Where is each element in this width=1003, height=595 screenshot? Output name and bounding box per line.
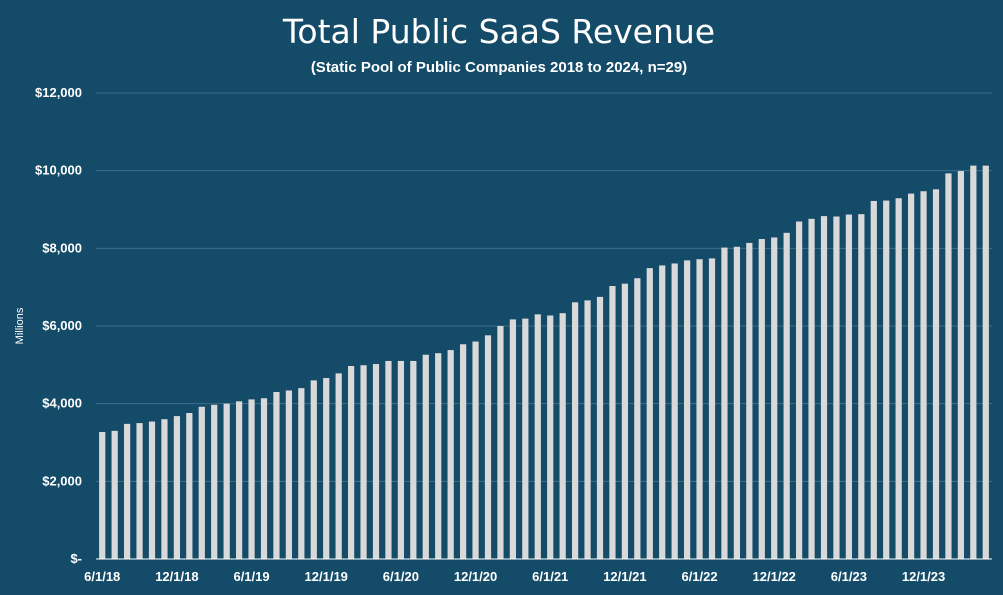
bar: [298, 388, 305, 559]
bar: [808, 218, 815, 559]
y-tick-label: $6,000: [42, 318, 82, 333]
y-tick-label: $4,000: [42, 396, 82, 411]
bar: [547, 315, 554, 559]
bar: [609, 286, 616, 559]
bar: [920, 191, 927, 559]
y-axis-ticks: $- $2,000 $4,000 $6,000 $8,000 $10,000 $12,000: [35, 85, 82, 566]
bar: [721, 247, 728, 559]
bar: [372, 364, 380, 559]
bar: [285, 390, 292, 559]
bar: [534, 314, 541, 559]
bar: [148, 421, 156, 559]
bar: [460, 344, 467, 559]
bar: [771, 237, 778, 559]
y-tick-label: $10,000: [35, 163, 82, 178]
bar: [982, 165, 989, 559]
bar: [186, 412, 193, 559]
bar: [435, 353, 442, 559]
bar: [360, 365, 367, 559]
bar: [248, 399, 255, 559]
bar: [484, 335, 492, 559]
x-tick-label: 6/1/18: [84, 569, 120, 584]
bar: [845, 214, 852, 559]
bar: [323, 378, 330, 559]
gridlines: [96, 92, 992, 482]
bar: [447, 350, 454, 559]
bar: [945, 173, 952, 559]
y-tick-label: $8,000: [42, 240, 82, 255]
bar: [932, 189, 940, 559]
bar: [236, 401, 243, 559]
y-axis-label: Millions: [14, 307, 26, 344]
bar: [211, 404, 218, 559]
bar: [908, 193, 915, 559]
x-tick-label: 12/1/21: [603, 569, 646, 584]
bar: [136, 423, 143, 559]
x-tick-label: 6/1/23: [831, 569, 867, 584]
bar: [497, 326, 504, 559]
bar: [708, 258, 716, 559]
chart-subtitle: (Static Pool of Public Companies 2018 to…: [311, 59, 687, 76]
bar: [758, 239, 765, 559]
bar: [584, 300, 591, 559]
bar: [671, 263, 678, 559]
bar: [559, 313, 566, 559]
bar: [596, 296, 604, 559]
bar: [522, 318, 529, 559]
bar: [820, 216, 828, 559]
bar: [870, 200, 877, 559]
bar: [348, 365, 355, 559]
x-tick-label: 6/1/22: [681, 569, 717, 584]
bar: [335, 373, 342, 559]
bar: [198, 406, 205, 559]
x-tick-label: 6/1/21: [532, 569, 568, 584]
bar: [273, 392, 280, 559]
bar: [99, 432, 106, 559]
x-tick-label: 12/1/18: [155, 569, 198, 584]
bar: [646, 268, 653, 559]
bar: [696, 259, 703, 559]
bar: [509, 319, 516, 559]
bar: [858, 214, 865, 559]
bar: [223, 403, 230, 559]
bar: [833, 216, 840, 560]
x-axis-ticks: 6/1/18 12/1/18 6/1/19 12/1/19 6/1/20 12/1/20 6…: [84, 569, 945, 584]
x-tick-label: 12/1/22: [753, 569, 796, 584]
bar: [659, 265, 666, 559]
bar: [684, 260, 691, 559]
bar: [260, 398, 268, 559]
bar: [634, 278, 641, 559]
bar: [957, 171, 964, 559]
bar: [124, 423, 131, 559]
bars: [99, 165, 989, 560]
bar: [422, 354, 429, 559]
bar: [472, 341, 479, 559]
bar: [621, 283, 628, 559]
y-tick-label: $2,000: [42, 473, 82, 488]
x-tick-label: 6/1/19: [233, 569, 269, 584]
bar: [572, 302, 579, 559]
bar: [385, 360, 392, 559]
y-tick-label: $12,000: [35, 85, 82, 100]
bar: [783, 232, 790, 560]
bar: [397, 360, 404, 559]
bar: [746, 242, 753, 559]
chart-title: Total Public SaaS Revenue: [282, 12, 715, 51]
bar: [883, 200, 890, 559]
bar: [111, 430, 118, 559]
bar: [173, 416, 180, 559]
bar: [733, 246, 740, 559]
x-tick-label: 6/1/20: [383, 569, 419, 584]
bar: [970, 165, 977, 559]
bar: [161, 419, 168, 559]
x-tick-label: 12/1/19: [305, 569, 348, 584]
bar: [895, 198, 902, 559]
bar: [410, 360, 417, 559]
bar: [310, 380, 317, 559]
x-tick-label: 12/1/23: [902, 569, 945, 584]
x-tick-label: 12/1/20: [454, 569, 497, 584]
y-tick-label: $-: [70, 551, 82, 566]
bar: [796, 221, 803, 559]
